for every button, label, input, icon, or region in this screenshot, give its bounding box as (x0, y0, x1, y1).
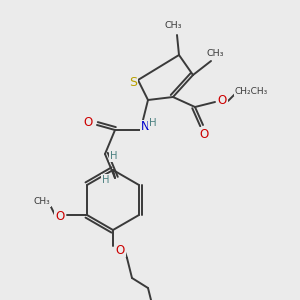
Text: CH₂CH₃: CH₂CH₃ (234, 86, 268, 95)
Text: S: S (129, 76, 137, 88)
Text: O: O (218, 94, 226, 107)
Text: O: O (200, 128, 208, 140)
Text: CH₃: CH₃ (206, 49, 224, 58)
Text: O: O (116, 244, 124, 256)
Text: N: N (141, 121, 149, 134)
Text: O: O (56, 209, 64, 223)
Text: O: O (83, 116, 93, 130)
Text: H: H (110, 151, 118, 161)
Text: H: H (102, 175, 110, 185)
Text: H: H (149, 118, 157, 128)
Text: CH₃: CH₃ (34, 197, 50, 206)
Text: CH₃: CH₃ (164, 22, 182, 31)
